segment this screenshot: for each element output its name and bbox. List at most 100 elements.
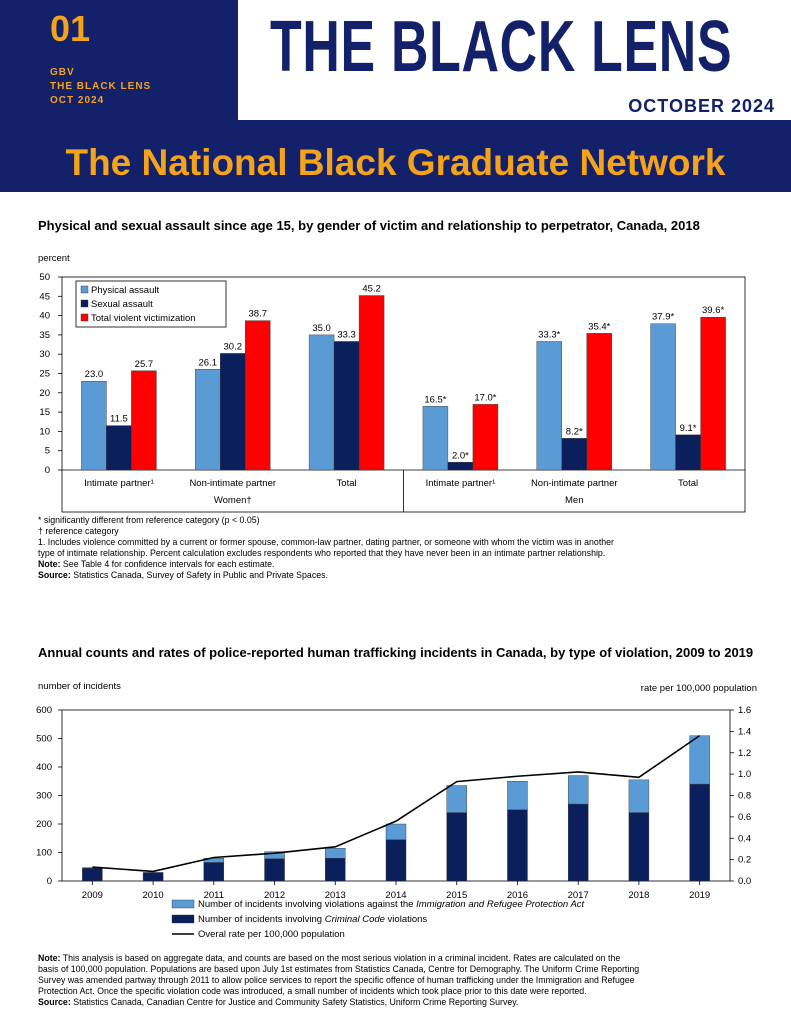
bar-data-label: 33.3 <box>337 329 356 340</box>
note-mark: Source: <box>38 570 71 580</box>
note-text: This analysis is based on aggregate data… <box>60 953 621 963</box>
legend-label-emphasis: Criminal Code <box>325 914 385 925</box>
x-tick-label: 2017 <box>568 890 589 901</box>
bar <box>536 341 562 471</box>
note-line: basis of 100,000 population. Populations… <box>38 964 758 975</box>
y-tick-label: 45 <box>39 291 50 302</box>
note-text: type of intimate relationship. Percent c… <box>38 548 606 558</box>
legend-swatch <box>171 899 195 909</box>
legend-box <box>75 280 227 328</box>
legend-label: Number of incidents involving violations… <box>198 899 585 910</box>
legend-label: Physical assault <box>91 285 159 296</box>
legend-label-part: Overal rate per 100,000 population <box>198 929 345 940</box>
y2-tick-label: 0.2 <box>738 855 751 866</box>
tag-line: GBV <box>50 67 75 78</box>
note-text: 1. Includes violence committed by a curr… <box>38 537 614 547</box>
note-text: Protection Act. Once the specific violat… <box>38 986 587 996</box>
y-tick-label: 30 <box>39 349 50 360</box>
bar-criminal-code <box>142 872 164 882</box>
bar-data-label: 9.1* <box>680 423 697 434</box>
note-mark: Source: <box>38 997 71 1007</box>
bar-data-label: 8.2* <box>566 426 583 437</box>
bar-irpa <box>446 785 467 813</box>
chart2-notes: Note: This analysis is based on aggregat… <box>38 953 758 1008</box>
y2-tick-label: 0.8 <box>738 791 751 802</box>
chart2-title: Annual counts and rates of police-report… <box>38 645 754 660</box>
bar-criminal-code <box>385 839 407 882</box>
note-text: basis of 100,000 population. Populations… <box>38 964 640 974</box>
bar-irpa <box>689 735 710 785</box>
legend-swatch <box>80 313 89 322</box>
bar-criminal-code <box>325 857 346 882</box>
bar-irpa <box>507 781 528 810</box>
note-line: * significantly different from reference… <box>38 515 758 526</box>
x-tick-label: Total <box>337 478 357 489</box>
bar <box>308 334 335 471</box>
bar-data-label: 39.6* <box>702 305 724 316</box>
y2-tick-label: 0.6 <box>738 812 751 823</box>
y2-tick-label: 0.4 <box>738 833 751 844</box>
note-line: Survey was amended partway through 2011 … <box>38 975 758 986</box>
note-text: Survey was amended partway through 2011 … <box>38 975 635 985</box>
note-line: 1. Includes violence committed by a curr… <box>38 537 758 548</box>
bar <box>472 404 499 471</box>
y-tick-label: 600 <box>36 705 52 716</box>
x-tick-label: Non-intimate partner <box>531 478 618 489</box>
bar <box>447 462 474 471</box>
bar <box>650 323 676 471</box>
y2-tick-label: 1.6 <box>738 705 751 716</box>
assault-chart: 0 5 10 15 20 25 30 35 40 45 50 23.0 11.5 25.7 Intimate… <box>39 272 746 513</box>
bar-data-label: 23.0 <box>85 369 104 380</box>
y-tick-label: 40 <box>39 311 50 322</box>
y-tick-label: 50 <box>39 272 50 283</box>
bar <box>195 369 221 471</box>
legend-label: Total violent victimization <box>91 313 196 324</box>
bar-criminal-code <box>567 803 589 882</box>
note-line: Note: See Table 4 for confidence interva… <box>38 559 758 570</box>
bar <box>675 434 701 471</box>
y2-tick-label: 1.2 <box>738 748 751 759</box>
x-tick-label: 2013 <box>325 890 346 901</box>
chart1-title: Physical and sexual assault since age 15… <box>38 218 700 233</box>
rate-line <box>92 734 701 873</box>
bar <box>700 316 726 471</box>
bar-data-label: 45.2 <box>362 284 381 295</box>
x-tick-label: 2016 <box>507 890 528 901</box>
chart2-unit-right: rate per 100,000 population <box>640 683 757 694</box>
y-tick-label: 5 <box>45 446 50 457</box>
network-band <box>0 120 791 192</box>
bar <box>358 295 385 471</box>
bar-data-label: 16.5* <box>424 394 446 405</box>
bar-criminal-code <box>203 862 225 882</box>
bar-irpa <box>264 851 285 859</box>
bar-irpa <box>325 848 346 859</box>
bar <box>245 320 271 471</box>
tag-line: OCT 2024 <box>50 95 105 106</box>
x-tick-label: 2012 <box>264 890 285 901</box>
y-tick-label: 400 <box>36 762 52 773</box>
x-tick-label: 2018 <box>628 890 649 901</box>
bar-irpa <box>567 775 589 805</box>
bar <box>561 438 587 471</box>
bar <box>586 333 612 471</box>
y-tick-label: 100 <box>36 848 52 859</box>
note-line: Note: This analysis is based on aggregat… <box>38 953 758 964</box>
header-left-panel: 01 GBV THE BLACK LENS OCT 2024 <box>0 0 238 120</box>
legend-label-part: violations <box>385 914 427 925</box>
bar <box>333 341 360 471</box>
note-text: Statistics Canada, Survey of Safety in P… <box>70 570 328 580</box>
bar <box>81 381 107 471</box>
bar-data-label: 38.7 <box>249 309 268 320</box>
group-label: Men <box>565 495 583 506</box>
y2-tick-label: 0.0 <box>738 876 751 887</box>
bar-data-label: 30.2 <box>224 341 243 352</box>
note-text: Statistics Canada, Canadian Centre for J… <box>70 997 519 1007</box>
x-tick-label: Non-intimate partner <box>189 478 276 489</box>
x-tick-label: Intimate partner¹ <box>84 478 154 489</box>
note-text: See Table 4 for confidence intervals for… <box>60 559 275 569</box>
note-line: Source: Statistics Canada, Survey of Saf… <box>38 570 758 581</box>
y-tick-label: 25 <box>39 369 50 380</box>
y-tick-label: 300 <box>36 791 52 802</box>
bar-data-label: 11.5 <box>110 414 128 425</box>
y2-tick-label: 1.0 <box>738 769 751 780</box>
